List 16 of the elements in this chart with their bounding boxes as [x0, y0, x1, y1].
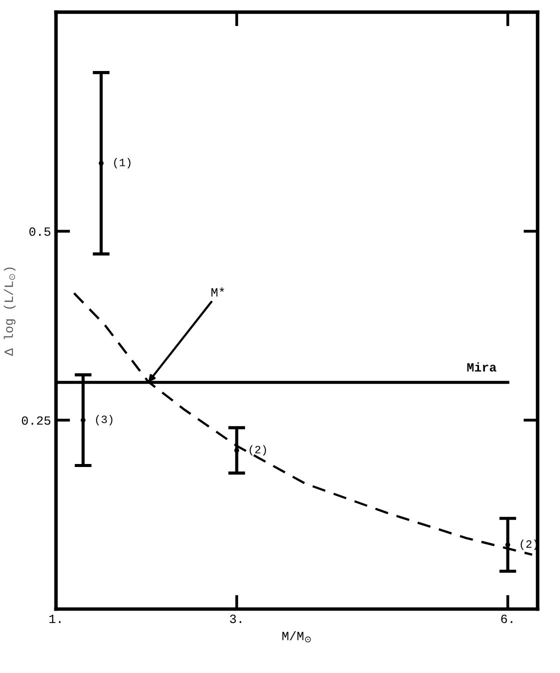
- x-axis-title: M/M$_{⊙}$: [282, 631, 311, 642]
- annotation: (1): [114, 158, 130, 168]
- x-tick-label: 3.: [230, 614, 242, 624]
- x-tick-label: 6.: [501, 614, 512, 624]
- point: [505, 542, 510, 548]
- series-label: Mira: [467, 362, 496, 372]
- annotation: M*: [211, 287, 224, 296]
- point: [98, 160, 104, 166]
- point: [234, 448, 240, 453]
- y-tick-label: 0.25: [22, 416, 50, 425]
- annotation: (3): [96, 414, 112, 426]
- point: [80, 418, 86, 423]
- annotation: (2): [250, 445, 266, 456]
- y-axis-title: Δ log (L/L$_{⊙}$): [4, 268, 16, 356]
- x-tick-label: 1.: [49, 614, 60, 623]
- y-tick-label: 0.5: [29, 227, 50, 236]
